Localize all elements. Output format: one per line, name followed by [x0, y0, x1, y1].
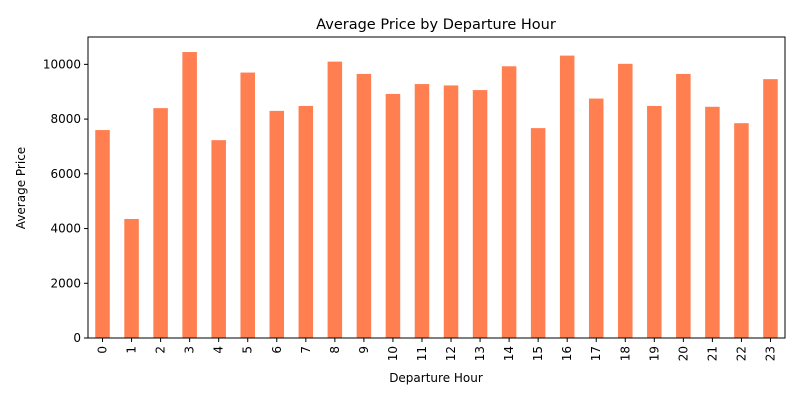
bar-hour-0 — [95, 130, 110, 338]
x-axis-label: Departure Hour — [389, 371, 483, 385]
bar-hour-4 — [211, 140, 226, 338]
bar-hour-7 — [298, 105, 314, 338]
x-tick-label: 18 — [618, 346, 632, 361]
bar-hour-11 — [414, 84, 430, 338]
x-tick-label: 9 — [357, 346, 371, 354]
bar-hour-10 — [385, 93, 401, 338]
y-tick-label: 2000 — [50, 276, 81, 290]
bar-hour-22 — [734, 123, 749, 338]
x-tick-label: 6 — [270, 346, 284, 354]
x-tick-label: 12 — [444, 346, 458, 361]
plot-frame — [87, 36, 786, 339]
bar-hour-17 — [588, 98, 604, 339]
bar-hour-13 — [472, 90, 488, 339]
y-tick-label: 6000 — [50, 167, 81, 181]
x-tick-label: 11 — [415, 346, 429, 361]
x-tick-label: 1 — [125, 346, 139, 354]
x-tick-label: 20 — [676, 346, 690, 361]
bar-hour-9 — [356, 73, 372, 338]
bar-hour-16 — [559, 55, 575, 339]
x-tick-label: 14 — [502, 346, 516, 361]
x-tick-label: 15 — [531, 346, 545, 361]
bar-hour-5 — [240, 72, 255, 338]
x-axis-ticks: 0 1 2 3 4 5 6 7 8 9 10 11 12 13 14 15 16 17 18 19 20 21 22 23 — [96, 338, 777, 361]
bars-group — [95, 52, 778, 339]
x-tick-label: 16 — [560, 346, 574, 361]
bar-hour-8 — [327, 61, 343, 339]
x-tick-label: 8 — [328, 346, 342, 354]
y-tick-label: 10000 — [43, 57, 81, 71]
bar-hour-15 — [530, 128, 546, 338]
bar-hour-6 — [269, 110, 285, 338]
bar-hour-23 — [763, 79, 778, 338]
x-tick-label: 10 — [386, 346, 400, 361]
x-tick-label: 4 — [212, 346, 226, 354]
y-tick-label: 4000 — [50, 222, 81, 236]
x-tick-label: 13 — [473, 346, 487, 361]
x-tick-label: 0 — [96, 346, 110, 354]
bar-hour-12 — [443, 85, 459, 338]
x-tick-label: 2 — [154, 346, 168, 354]
x-tick-label: 22 — [734, 346, 748, 361]
y-axis-ticks: 0 2000 4000 6000 8000 10000 — [43, 57, 88, 345]
y-tick-label: 0 — [73, 331, 81, 345]
x-tick-label: 19 — [647, 346, 661, 361]
bar-hour-1 — [124, 218, 139, 338]
bar-hour-3 — [182, 52, 197, 339]
bar-hour-18 — [618, 63, 633, 338]
x-tick-label: 21 — [705, 346, 719, 361]
x-tick-label: 3 — [183, 346, 197, 354]
x-tick-label: 17 — [589, 346, 603, 361]
x-tick-label: 5 — [241, 346, 255, 354]
x-tick-label: 7 — [299, 346, 313, 354]
bar-hour-21 — [705, 106, 720, 338]
y-axis-label: Average Price — [14, 147, 28, 229]
bar-hour-2 — [153, 108, 168, 339]
chart-title: Average Price by Departure Hour — [316, 17, 556, 33]
y-tick-label: 8000 — [50, 112, 81, 126]
bar-hour-14 — [501, 66, 517, 339]
bar-hour-20 — [676, 73, 691, 338]
x-tick-label: 23 — [763, 346, 777, 361]
bar-hour-19 — [647, 105, 662, 338]
